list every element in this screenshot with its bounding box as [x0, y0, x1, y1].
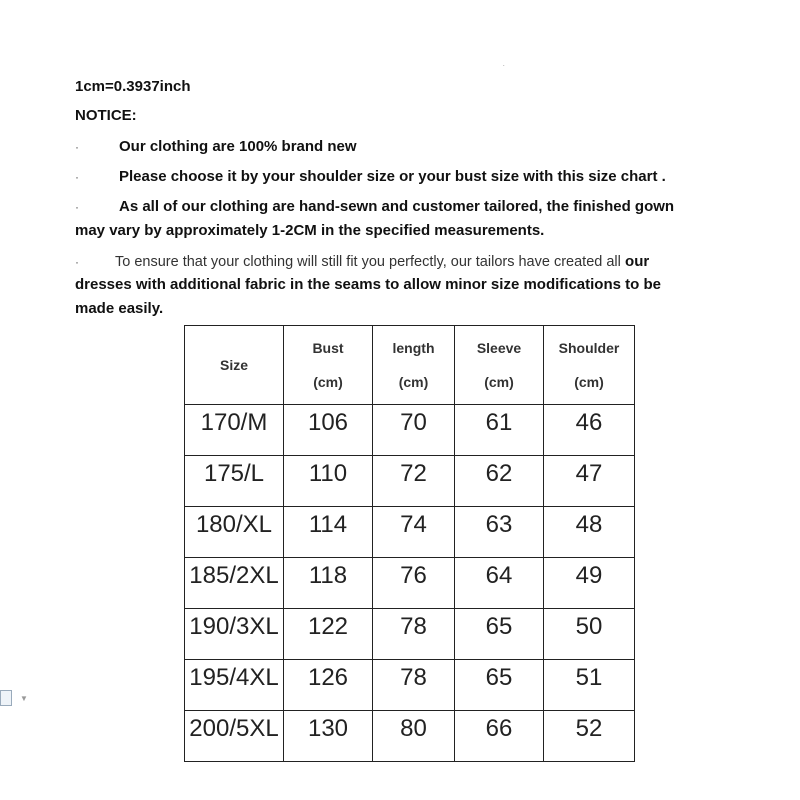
table-row: 170/M 106 70 61 46 [184, 404, 635, 456]
header-size: Size [184, 325, 284, 405]
table-cell: 118 [283, 557, 373, 609]
table-cell: 175/L [184, 455, 284, 507]
table-cell: 47 [543, 455, 635, 507]
table-row: 190/3XL 122 78 65 50 [184, 608, 635, 660]
header-length: length (cm) [372, 325, 455, 405]
header-sleeve: Sleeve (cm) [454, 325, 544, 405]
table-cell: 114 [283, 506, 373, 558]
table-cell: 190/3XL [184, 608, 284, 660]
table-cell: 130 [283, 710, 373, 762]
table-row: 195/4XL 126 78 65 51 [184, 659, 635, 711]
table-row: 175/L 110 72 62 47 [184, 455, 635, 507]
notice-title: NOTICE: [75, 107, 137, 124]
table-cell: 46 [543, 404, 635, 456]
document-icon[interactable] [0, 690, 12, 706]
header-row: Size Bust (cm) length (cm) Sleeve (cm) Shou… [184, 325, 635, 405]
notice-2: Please choose it by your shoulder size o… [119, 168, 666, 185]
table-cell: 78 [372, 608, 455, 660]
notice-3: As all of our clothing are hand-sewn and… [119, 198, 675, 215]
bullet: · [75, 140, 79, 154]
table-cell: 52 [543, 710, 635, 762]
notice-4-end: made easily. [75, 300, 164, 317]
table-row: 200/5XL 130 80 66 52 [184, 710, 635, 762]
table-cell: 180/XL [184, 506, 284, 558]
table-cell: 126 [283, 659, 373, 711]
table-cell: 76 [372, 557, 455, 609]
dropdown-arrow-icon[interactable]: ▼ [20, 694, 28, 703]
table-cell: 66 [454, 710, 544, 762]
table-cell: 195/4XL [184, 659, 284, 711]
bullet: · [75, 170, 79, 184]
table-cell: 72 [372, 455, 455, 507]
table-cell: 51 [543, 659, 635, 711]
conversion-note: 1cm=0.3937inch [75, 78, 191, 95]
header-shoulder: Shoulder (cm) [543, 325, 635, 405]
table-cell: 64 [454, 557, 544, 609]
table-cell: 78 [372, 659, 455, 711]
bullet: · [75, 200, 79, 214]
notice-3-cont: may vary by approximately 1-2CM in the s… [75, 222, 545, 239]
header-bust: Bust (cm) [283, 325, 373, 405]
notice-4-cont: dresses with additional fabric in the se… [75, 276, 661, 293]
notice-4-bold: our [625, 253, 650, 270]
table-cell: 122 [283, 608, 373, 660]
table-cell: 200/5XL [184, 710, 284, 762]
table-cell: 65 [454, 608, 544, 660]
table-cell: 170/M [184, 404, 284, 456]
speck: . [503, 62, 505, 68]
table-cell: 62 [454, 455, 544, 507]
table-cell: 70 [372, 404, 455, 456]
table-row: 185/2XL 118 76 64 49 [184, 557, 635, 609]
table-cell: 74 [372, 506, 455, 558]
table-row: 180/XL 114 74 63 48 [184, 506, 635, 558]
table-cell: 63 [454, 506, 544, 558]
notice-1: Our clothing are 100% brand new [119, 138, 357, 155]
table-cell: 61 [454, 404, 544, 456]
table-cell: 49 [543, 557, 635, 609]
bullet: · [75, 255, 79, 269]
table-cell: 110 [283, 455, 373, 507]
table-cell: 50 [543, 608, 635, 660]
table-cell: 185/2XL [184, 557, 284, 609]
table-cell: 106 [283, 404, 373, 456]
table-cell: 80 [372, 710, 455, 762]
notice-4: To ensure that your clothing will still … [115, 254, 621, 270]
table-cell: 48 [543, 506, 635, 558]
table-cell: 65 [454, 659, 544, 711]
size-chart-table: Size Bust (cm) length (cm) Sleeve (cm) Shou… [184, 325, 635, 762]
